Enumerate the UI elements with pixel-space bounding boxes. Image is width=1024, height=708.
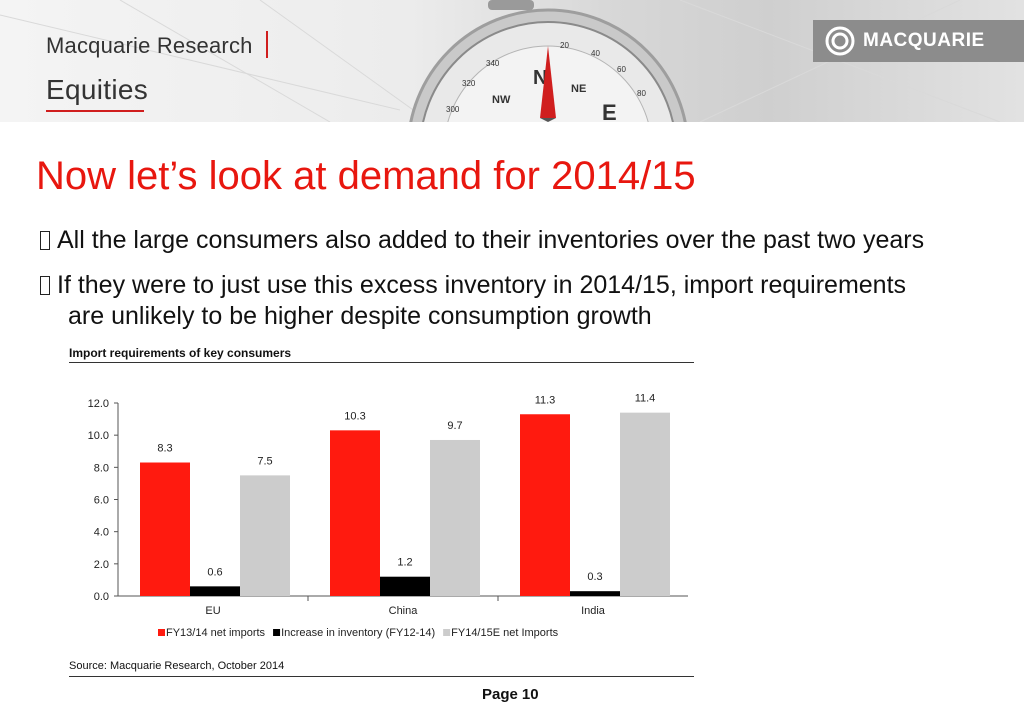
compass-300: 300 [446, 105, 460, 114]
brand-research-label: Macquarie Research [46, 33, 253, 58]
brand-underline [46, 110, 144, 112]
bar [380, 576, 430, 596]
slide-title: Now let’s look at demand for 2014/15 [36, 154, 696, 198]
header-banner: N NE NW 20 40 60 80 340 320 300 E Macqua… [0, 0, 1024, 122]
macquarie-emblem-icon [825, 26, 855, 56]
y-tick-label: 12.0 [88, 398, 109, 410]
bullet-2: If they were to just use this excess inv… [40, 269, 906, 302]
y-tick-label: 0.0 [94, 591, 109, 603]
chart-source: Source: Macquarie Research, October 2014 [69, 660, 285, 672]
bullet-box-icon [40, 231, 50, 250]
legend-swatch [443, 629, 451, 636]
y-tick-label: 6.0 [94, 495, 109, 507]
compass-320: 320 [462, 79, 476, 88]
brand-divider [266, 31, 268, 58]
compass-nw: NW [492, 94, 511, 106]
compass-image: N NE NW 20 40 60 80 340 320 300 E [0, 0, 1001, 122]
data-label: 0.6 [207, 566, 222, 578]
bar [430, 439, 480, 596]
compass-20: 20 [560, 41, 569, 50]
compass-60: 60 [617, 65, 626, 74]
legend-label: FY13/14 net imports [166, 627, 266, 639]
bar [620, 412, 670, 596]
bar [330, 430, 380, 596]
bar [240, 475, 290, 596]
data-label: 7.5 [257, 455, 272, 467]
legend-swatch [158, 629, 165, 636]
compass-markings: N NE NW 20 40 60 80 340 320 300 E [446, 41, 646, 122]
bar [520, 414, 570, 596]
page-number: 10 [521, 686, 539, 703]
bar [190, 586, 240, 596]
bullet-1: All the large consumers also added to th… [40, 224, 924, 257]
y-tick-label: 8.0 [94, 462, 109, 474]
page-indicator: Page 10 [482, 686, 539, 703]
data-label: 8.3 [157, 443, 172, 455]
x-tick-label: India [581, 605, 606, 617]
legend-label: FY14/15E net Imports [451, 627, 558, 639]
page-label: Page [482, 686, 518, 703]
y-tick-label: 10.0 [88, 430, 109, 442]
bar [570, 591, 620, 596]
bullet-1-text: All the large consumers also added to th… [57, 226, 925, 254]
compass-needle [540, 46, 556, 118]
data-label: 11.4 [635, 393, 656, 405]
bullet-box-icon [40, 276, 50, 295]
y-tick-label: 4.0 [94, 527, 109, 539]
brand-equities-label: Equities [46, 74, 149, 105]
data-label: 9.7 [447, 420, 462, 432]
y-tick-label: 2.0 [94, 559, 109, 571]
compass-340: 340 [486, 59, 500, 68]
chart-bottom-rule [69, 676, 694, 677]
compass-ne: NE [571, 83, 586, 95]
compass-40: 40 [591, 49, 600, 58]
data-label: 0.3 [587, 571, 602, 583]
bar [140, 462, 190, 596]
data-label: 11.3 [535, 394, 556, 406]
data-label: 1.2 [397, 557, 412, 569]
compass-e: E [602, 100, 617, 122]
data-label: 10.3 [344, 410, 365, 422]
chart-title: Import requirements of key consumers [69, 346, 292, 360]
x-tick-label: China [389, 605, 419, 617]
compass-80: 80 [637, 89, 646, 98]
bullet-2-continuation: are unlikely to be higher despite consum… [68, 302, 652, 330]
x-tick-label: EU [205, 605, 220, 617]
chart-top-rule [69, 362, 694, 363]
macquarie-logo: MACQUARIE [813, 20, 1024, 62]
bullet-2-text: If they were to just use this excess inv… [57, 271, 907, 299]
logo-text: MACQUARIE [863, 30, 985, 51]
legend-swatch [273, 629, 281, 636]
legend-label: Increase in inventory (FY12-14) [281, 627, 435, 639]
